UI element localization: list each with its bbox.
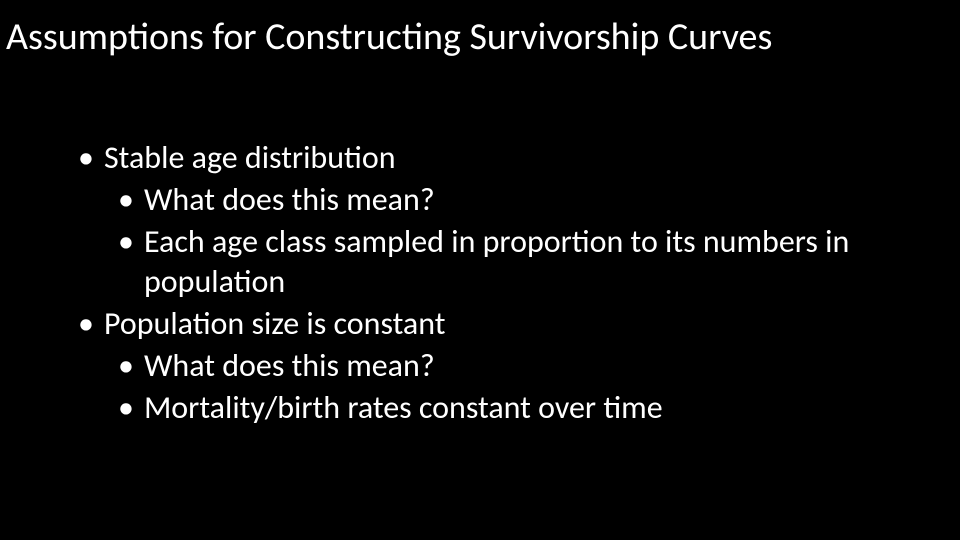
bullet-marker: • xyxy=(118,222,134,262)
bullet-item: • What does this mean? xyxy=(118,180,920,220)
bullet-text: Population size is constant xyxy=(104,304,920,344)
bullet-text: What does this mean? xyxy=(144,180,920,220)
bullet-marker: • xyxy=(118,346,134,386)
bullet-item: • Population size is constant xyxy=(78,304,920,344)
bullet-marker: • xyxy=(118,388,134,428)
bullet-item: • Stable age distribution xyxy=(78,138,920,178)
bullet-text: Stable age distribution xyxy=(104,138,920,178)
bullet-item: • Each age class sampled in proportion t… xyxy=(118,222,920,302)
bullet-text: What does this mean? xyxy=(144,346,920,386)
bullet-marker: • xyxy=(78,138,94,178)
bullet-text: Mortality/birth rates constant over time xyxy=(144,388,920,428)
bullet-marker: • xyxy=(118,180,134,220)
bullet-item: • What does this mean? xyxy=(118,346,920,386)
bullet-item: • Mortality/birth rates constant over ti… xyxy=(118,388,920,428)
slide-content: • Stable age distribution • What does th… xyxy=(78,138,920,430)
bullet-marker: • xyxy=(78,304,94,344)
slide-title: Assumptions for Constructing Survivorshi… xyxy=(6,14,772,60)
bullet-text: Each age class sampled in proportion to … xyxy=(144,222,920,302)
